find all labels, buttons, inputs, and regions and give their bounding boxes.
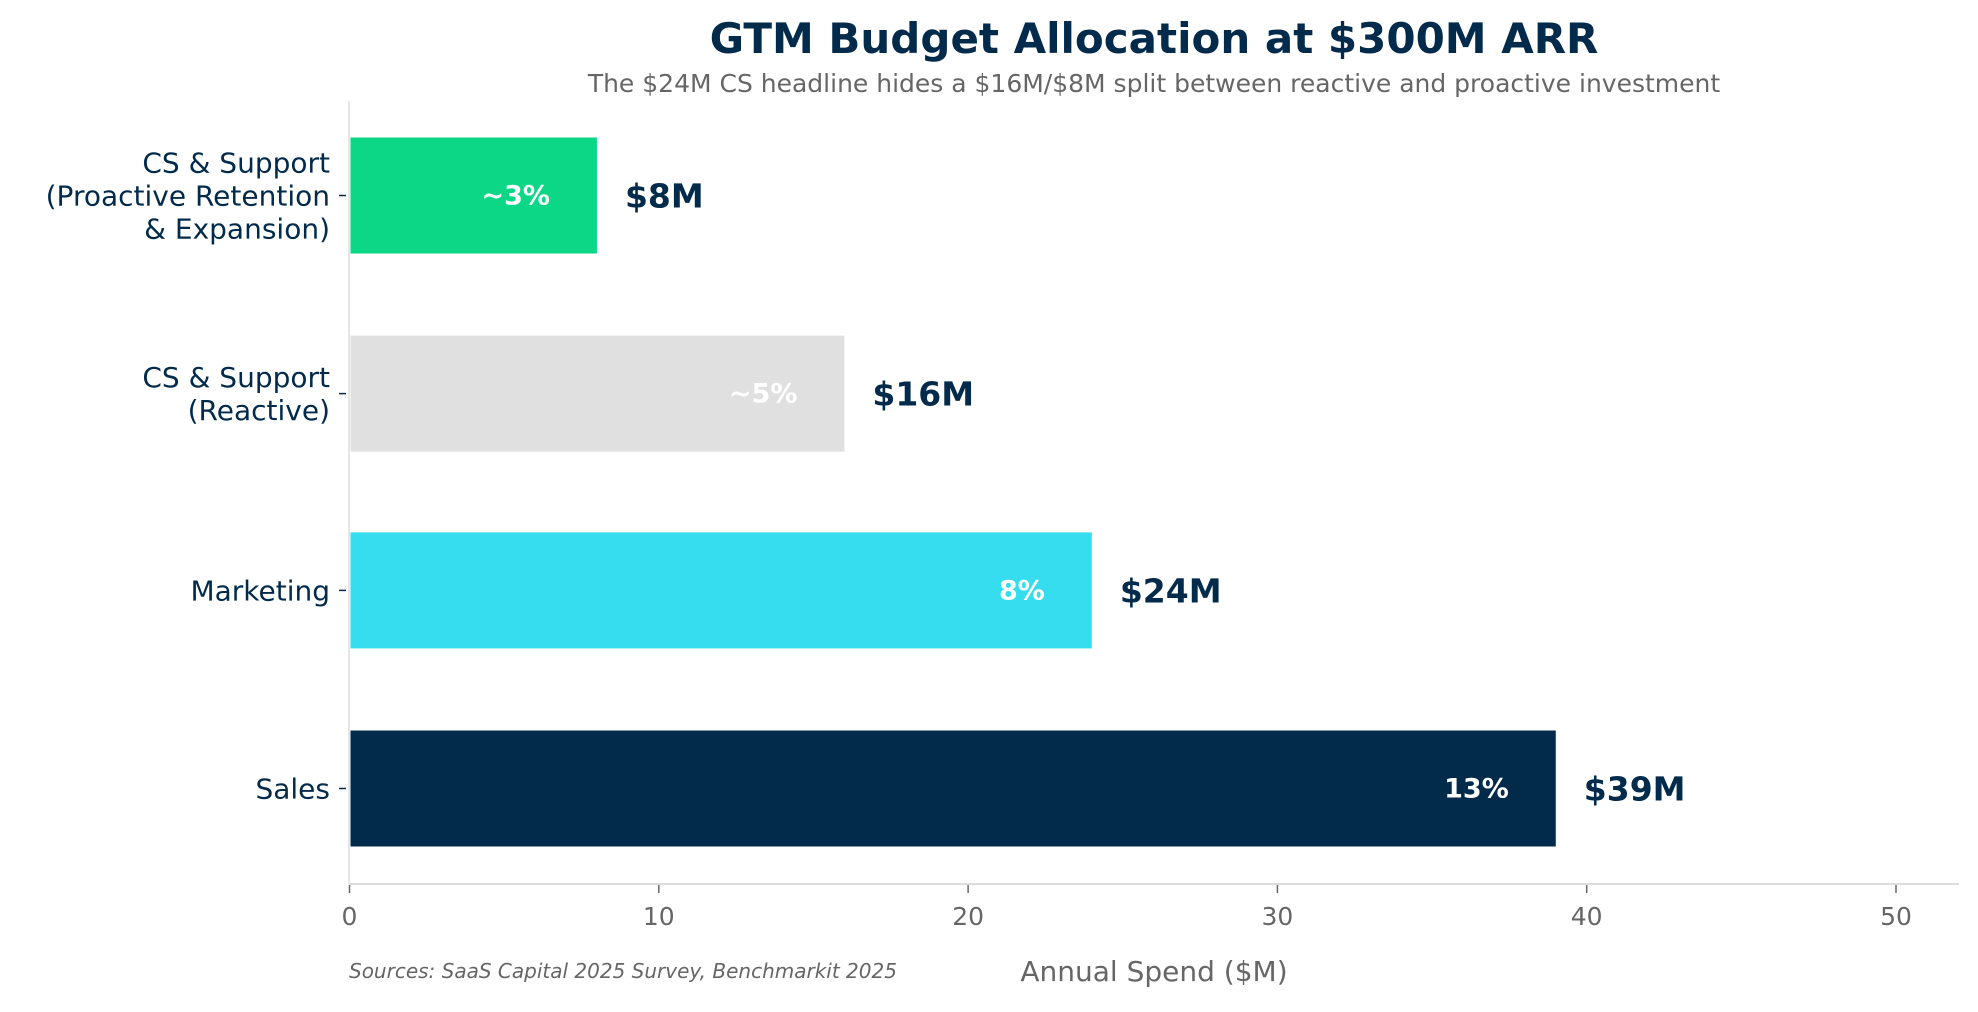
category-label: CS & Support: [142, 147, 330, 180]
percent-label: ~5%: [729, 379, 797, 410]
percent-label: 13%: [1444, 774, 1509, 805]
category-label: & Expansion): [144, 213, 330, 246]
percent-label: ~3%: [481, 181, 549, 212]
chart-subtitle: The $24M CS headline hides a $16M/$8M sp…: [587, 69, 1721, 98]
chart-title: GTM Budget Allocation at $300M ARR: [710, 14, 1599, 63]
category-label: Sales: [255, 773, 330, 806]
x-tick-label: 10: [643, 902, 675, 931]
bar: [350, 532, 1092, 649]
bar: [350, 730, 1556, 847]
x-axis-label: Annual Spend ($M): [1020, 955, 1287, 988]
category-label: (Proactive Retention: [46, 180, 330, 213]
source-note: Sources: SaaS Capital 2025 Survey, Bench…: [349, 959, 897, 983]
category-label: CS & Support: [142, 361, 330, 394]
value-label: $24M: [1120, 571, 1222, 610]
x-tick-label: 20: [952, 902, 984, 931]
x-tick-label: 0: [342, 902, 358, 931]
bar: [350, 137, 597, 254]
bar: [350, 335, 845, 452]
x-tick-label: 30: [1261, 902, 1293, 931]
value-label: $8M: [625, 177, 704, 216]
x-tick-label: 40: [1571, 902, 1603, 931]
x-tick-label: 50: [1880, 902, 1912, 931]
value-label: $16M: [872, 375, 974, 414]
category-label: Marketing: [190, 574, 330, 607]
percent-label: 8%: [999, 575, 1045, 606]
value-label: $39M: [1584, 770, 1686, 809]
category-label: (Reactive): [188, 394, 330, 427]
